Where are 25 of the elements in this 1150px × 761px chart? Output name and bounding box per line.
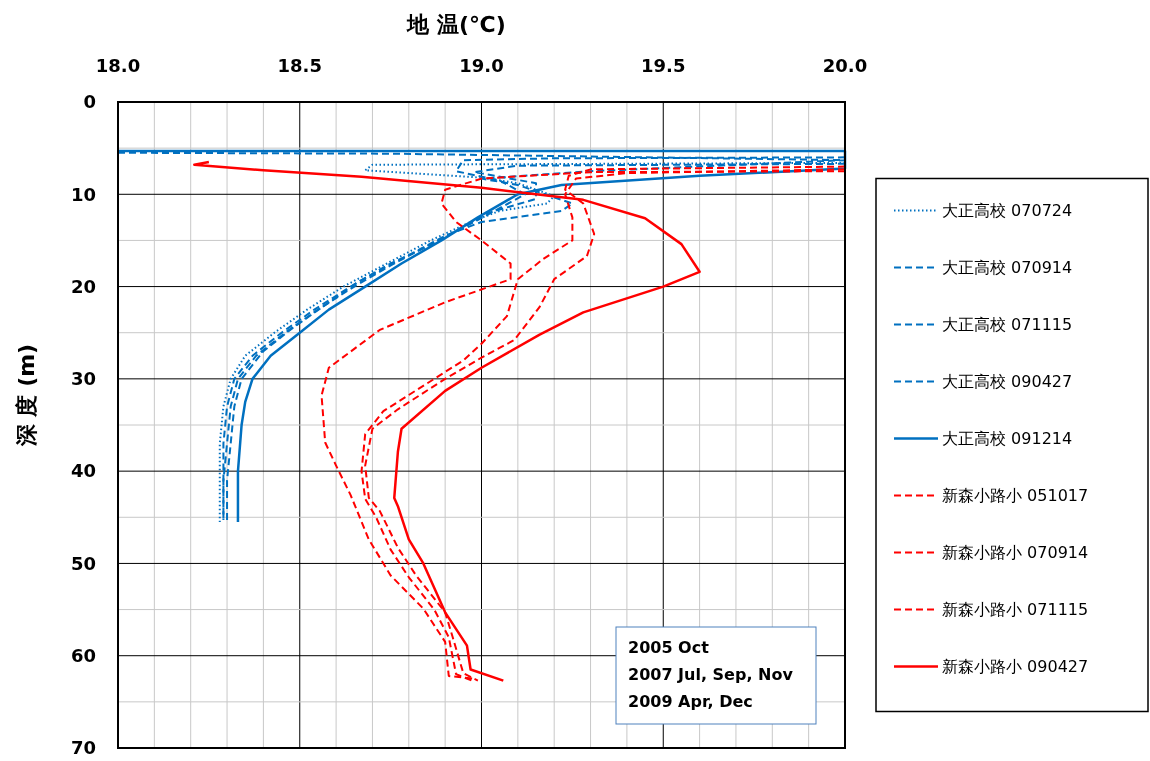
x-tick-label: 20.0 [822, 55, 868, 76]
y-tick-label: 60 [70, 645, 96, 667]
y-tick-label: 0 [83, 91, 96, 113]
legend-label: 大正高校 071115 [942, 315, 1073, 335]
x-tick-label: 18.0 [95, 55, 141, 76]
legend-label: 新森小路小 051017 [942, 486, 1089, 506]
y-tick-label: 30 [70, 368, 96, 390]
y-axis-title: 深 度 (m) [14, 343, 39, 448]
y-tick-label: 50 [70, 552, 96, 574]
x-tick-label: 19.0 [459, 55, 504, 76]
legend-label: 大正高校 070724 [942, 201, 1073, 221]
x-tick-label: 19.5 [641, 55, 686, 76]
legend-label: 大正高校 070914 [942, 258, 1073, 278]
legend-label: 新森小路小 070914 [942, 543, 1089, 563]
legend-label: 大正高校 090427 [942, 372, 1073, 392]
annotation: 2005 Oct 2007 Jul, Sep, Nov 2009 Apr, Dec [628, 638, 794, 711]
y-tick-label: 40 [70, 460, 96, 482]
legend-label: 新森小路小 071115 [942, 600, 1089, 620]
x-axis-title: 地 温(℃) [406, 12, 506, 37]
y-tick-label: 20 [70, 275, 96, 297]
legend-label: 新森小路小 090427 [942, 657, 1089, 677]
legend-label: 大正高校 091214 [942, 429, 1073, 449]
y-tick-label: 70 [70, 737, 96, 759]
y-tick-label: 10 [70, 183, 96, 205]
x-tick-label: 18.5 [277, 55, 322, 76]
